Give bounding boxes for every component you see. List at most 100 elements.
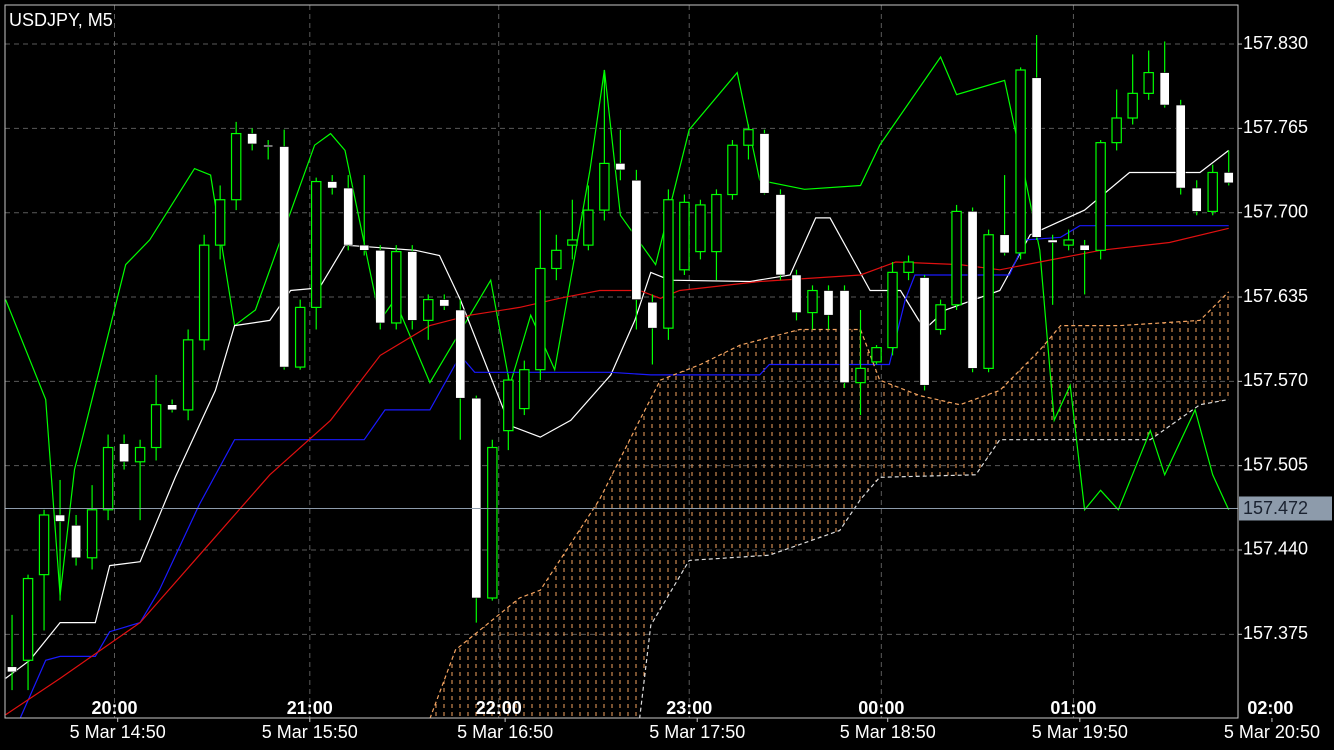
candle-body xyxy=(903,261,914,273)
x-tick-label: 22:00 xyxy=(476,698,522,718)
candle-body xyxy=(1127,92,1138,119)
candle-body xyxy=(1015,69,1026,254)
candle-body xyxy=(167,404,178,411)
candle-body xyxy=(743,129,754,146)
candle-body xyxy=(1159,72,1170,106)
candle-body xyxy=(855,367,866,384)
candle-body xyxy=(647,301,658,329)
current-price-box xyxy=(1239,496,1332,521)
x-tick-label: 23:00 xyxy=(666,698,712,718)
candle-body xyxy=(455,309,466,399)
candle-body xyxy=(134,446,146,463)
candle-body xyxy=(535,267,546,371)
candle-body xyxy=(247,133,258,145)
candle-body xyxy=(1207,171,1218,213)
x-tick-label: 20:00 xyxy=(91,698,137,718)
y-tick-label: 157.635 xyxy=(1243,286,1308,306)
plot-frame xyxy=(4,4,1239,719)
candle-body xyxy=(182,339,194,411)
candle-body xyxy=(294,306,306,368)
candle-body xyxy=(615,163,626,171)
candle-body xyxy=(871,347,882,363)
candle-body xyxy=(1095,142,1106,251)
candle-body xyxy=(1175,104,1186,189)
candle-body xyxy=(567,239,578,246)
y-tick-label: 157.765 xyxy=(1243,117,1308,137)
candle-body xyxy=(423,299,434,321)
candle-body xyxy=(391,251,402,324)
candle-body xyxy=(1223,172,1234,184)
candle-body xyxy=(631,179,642,300)
candle-body xyxy=(1191,187,1202,212)
x-tick-label: 02:00 xyxy=(1247,698,1293,718)
candle-body xyxy=(599,162,610,211)
candle-body xyxy=(359,244,370,251)
candle-body xyxy=(823,290,834,316)
y-tick-label: 157.570 xyxy=(1243,370,1308,390)
candle-body xyxy=(583,209,594,246)
candle-body xyxy=(150,404,162,449)
x-tick-label: 00:00 xyxy=(858,698,904,718)
candle-body xyxy=(1031,77,1042,238)
candle-body xyxy=(22,577,34,661)
candle-body xyxy=(775,194,786,276)
candles xyxy=(7,34,1234,691)
candle-body xyxy=(214,199,226,246)
candle-body xyxy=(263,144,274,148)
candle-body xyxy=(102,446,114,511)
candle-body xyxy=(279,146,290,368)
candle-body xyxy=(967,211,978,369)
labels: 157.830 157.765 157.700 157.635 157.570 157.5… xyxy=(5,33,1332,742)
cloud-fill xyxy=(430,291,1229,718)
y-tick-label: 157.700 xyxy=(1243,201,1308,221)
candle-body xyxy=(999,234,1010,254)
indicator-line xyxy=(429,291,1230,718)
candle-body xyxy=(7,666,17,673)
date-tick-label: 5 Mar 20:50 xyxy=(1224,722,1320,742)
candle-body xyxy=(119,443,130,463)
candle-body xyxy=(71,525,82,559)
date-tick-label: 5 Mar 18:50 xyxy=(840,722,936,742)
y-tick-label: 157.830 xyxy=(1243,33,1308,53)
candle-body xyxy=(935,304,946,331)
date-tick-label: 5 Mar 19:50 xyxy=(1032,722,1128,742)
candle-body xyxy=(439,299,450,307)
candle-body xyxy=(327,181,338,189)
candle-body xyxy=(839,290,850,383)
candle-body xyxy=(759,133,770,194)
candle-body xyxy=(471,397,482,599)
candle-body xyxy=(791,274,802,313)
candle-body xyxy=(407,251,418,321)
candle-body xyxy=(711,193,722,253)
x-tick-label: 21:00 xyxy=(287,698,333,718)
candle-body xyxy=(1111,117,1122,144)
candle-body xyxy=(695,204,706,253)
indicator-line xyxy=(639,398,1229,718)
date-tick-label: 5 Mar 17:50 xyxy=(649,722,745,742)
candle-body xyxy=(807,289,818,314)
candle-body xyxy=(1063,239,1074,246)
chart-title: USDJPY, M5 xyxy=(9,10,113,30)
candle-body xyxy=(679,201,690,271)
candle-body xyxy=(375,250,386,324)
cloud xyxy=(430,291,1229,718)
candle-body xyxy=(519,369,530,410)
indicator-line xyxy=(5,227,1229,716)
date-tick-label: 5 Mar 16:50 xyxy=(457,722,553,742)
candle-body xyxy=(343,187,354,246)
x-tick-label: 01:00 xyxy=(1050,698,1096,718)
candle-body xyxy=(1143,71,1154,94)
candle-body xyxy=(663,199,674,329)
y-tick-label: 157.440 xyxy=(1243,539,1308,559)
candle-body xyxy=(55,514,66,522)
current-price-label: 157.472 xyxy=(1243,498,1308,518)
date-tick-label: 5 Mar 14:50 xyxy=(70,722,166,742)
candle-body xyxy=(551,249,562,270)
y-tick-label: 157.505 xyxy=(1243,454,1308,474)
candle-body xyxy=(1079,244,1090,251)
candle-body xyxy=(310,180,322,309)
candle-body xyxy=(919,277,930,386)
candle-body xyxy=(1047,239,1058,243)
candle-body xyxy=(983,234,994,369)
